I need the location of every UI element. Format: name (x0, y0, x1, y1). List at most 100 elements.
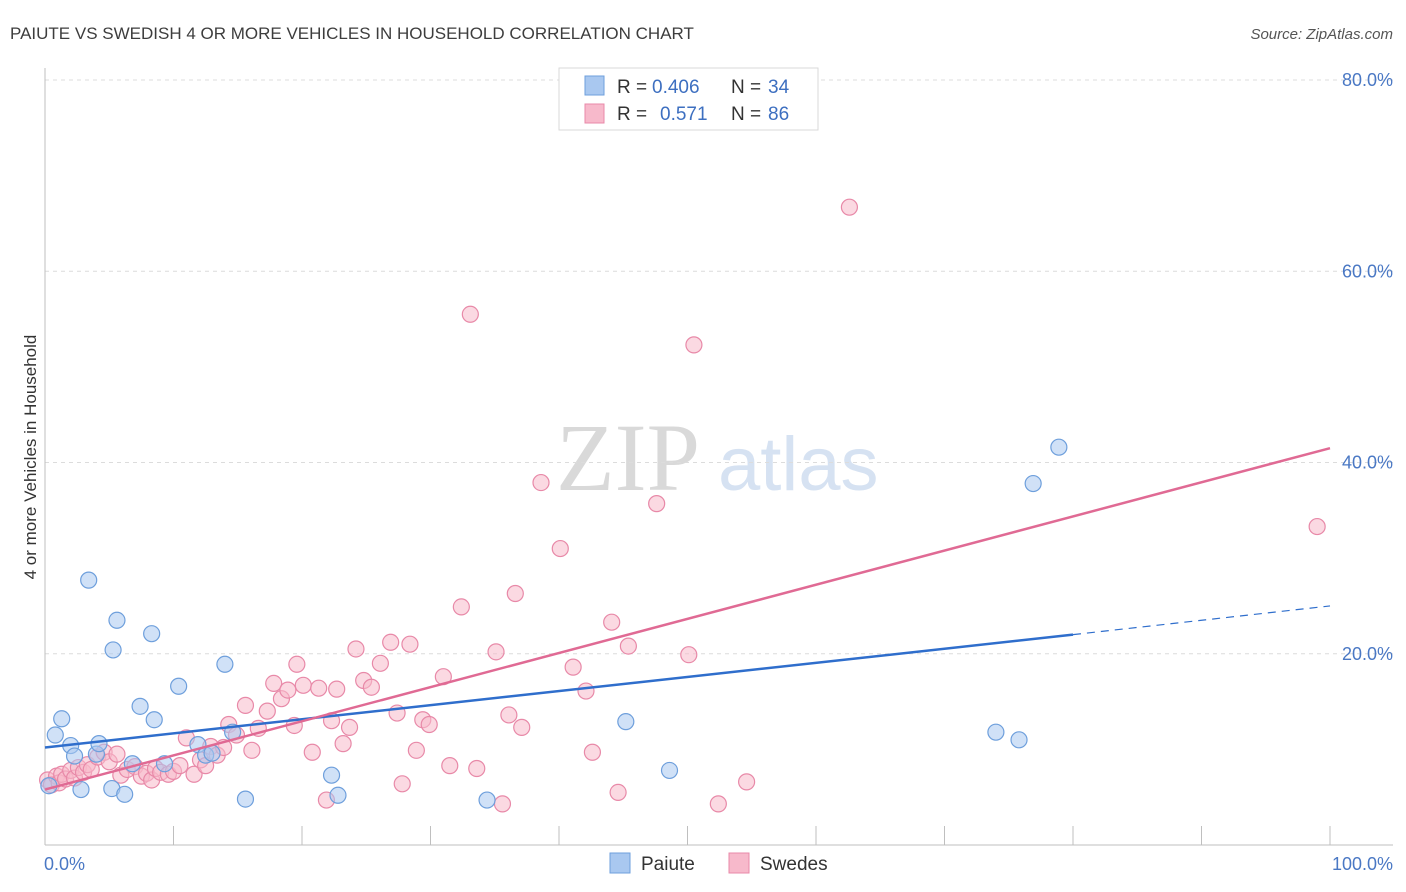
swedes-point-69 (487, 643, 505, 661)
paiute-point-2 (53, 710, 71, 728)
swedes-point-83 (680, 646, 698, 664)
swedes-point-57 (382, 633, 400, 651)
series-legend-swatch-paiute (609, 852, 631, 874)
paiute-point-31 (1010, 731, 1028, 749)
paiute-point-14 (131, 697, 149, 715)
watermark: ZIP atlas (556, 404, 879, 511)
swedes-point-75 (551, 539, 569, 558)
swedes-point-81 (619, 637, 637, 655)
swedes-point-40 (265, 674, 283, 692)
paiute-point-4 (65, 747, 84, 765)
paiute-point-26 (329, 786, 347, 804)
swedes-point-56 (371, 654, 389, 672)
swedes-point-52 (340, 718, 359, 736)
swedes-point-78 (583, 743, 602, 761)
legend-r-value-swedes: 0.571 (660, 104, 708, 125)
swedes-point-77 (577, 682, 595, 700)
swedes-point-67 (461, 305, 479, 323)
swedes-point-39 (258, 702, 276, 720)
paiute-point-1 (46, 726, 64, 744)
paiute-point-10 (104, 641, 122, 659)
swedes-point-15 (108, 745, 126, 763)
swedes-point-59 (393, 775, 411, 793)
swedes-point-65 (441, 757, 459, 775)
paiute-point-32 (1024, 474, 1042, 493)
legend-n-label-paiute: N = (731, 77, 761, 98)
paiute-point-0 (40, 777, 58, 795)
paiute-point-28 (617, 713, 635, 731)
swedes-point-88 (1308, 517, 1326, 536)
y-axis-label: 4 or more Vehicles in Household (21, 335, 40, 580)
y-tick-label-20: 20.0% (1342, 644, 1393, 664)
chart-title: PAIUTE VS SWEDISH 4 OR MORE VEHICLES IN … (10, 24, 694, 43)
paiute-point-6 (80, 571, 98, 589)
swedes-point-42 (279, 681, 297, 699)
paiute-point-27 (478, 791, 496, 809)
chart-source: Source: ZipAtlas.com (1250, 26, 1393, 43)
y-tick-label-40: 40.0% (1342, 453, 1393, 473)
paiute-point-11 (108, 611, 126, 629)
swedes-point-37 (243, 741, 261, 759)
swedes-point-36 (236, 696, 255, 714)
swedes-point-87 (840, 198, 859, 216)
swedes-point-60 (401, 635, 419, 653)
paiute-point-12 (116, 785, 134, 803)
swedes-point-55 (362, 678, 380, 696)
watermark-atlas: atlas (718, 422, 879, 507)
legend-r-value-paiute: 0.406 (652, 77, 700, 98)
paiute-trend-line (44, 633, 1074, 749)
series-legend-swatch-swedes (728, 852, 750, 874)
swedes-point-84 (685, 336, 703, 354)
watermark-zip: ZIP (556, 404, 700, 511)
swedes-point-26 (171, 757, 189, 775)
paiute-point-25 (322, 766, 341, 784)
paiute-point-18 (170, 677, 188, 695)
swedes-point-51 (334, 735, 352, 753)
swedes-point-53 (347, 640, 365, 658)
swedes-point-70 (493, 795, 512, 813)
swedes-point-45 (294, 676, 312, 694)
swedes-point-80 (609, 783, 627, 802)
swedes-point-74 (532, 473, 550, 492)
paiute-points (40, 438, 1068, 809)
swedes-point-86 (738, 773, 756, 791)
y-tick-label-80: 80.0% (1342, 70, 1393, 90)
legend-n-value-swedes: 86 (768, 104, 789, 125)
stats-legend: R = 0.406 N = 34 R = 0.571 N = 86 (558, 67, 819, 131)
swedes-point-46 (303, 743, 321, 761)
x-tick-label-left: 0.0% (44, 854, 85, 874)
legend-r-label-paiute: R = (617, 77, 647, 98)
paiute-point-8 (90, 735, 108, 753)
swedes-point-63 (420, 715, 438, 734)
y-tick-labels: 80.0% 60.0% 40.0% 20.0% (1342, 70, 1393, 664)
paiute-point-33 (1050, 438, 1068, 456)
paiute-point-5 (72, 780, 90, 799)
paiute-point-29 (660, 761, 679, 780)
swedes-point-73 (513, 718, 531, 736)
paiute-point-24 (236, 790, 255, 808)
paiute-point-30 (987, 723, 1005, 741)
swedes-point-66 (452, 598, 470, 616)
swedes-point-47 (310, 679, 328, 697)
swedes-point-28 (185, 765, 203, 783)
trend-lines (44, 446, 1331, 791)
swedes-point-72 (506, 584, 524, 603)
paiute-point-15 (143, 625, 161, 643)
series-legend-label-paiute: Paiute (641, 854, 695, 875)
swedes-point-61 (407, 741, 425, 759)
legend-n-value-paiute: 34 (768, 77, 790, 98)
paiute-point-16 (145, 711, 163, 729)
legend-swatch-paiute (584, 75, 605, 96)
series-legend: Paiute Swedes (609, 852, 828, 875)
swedes-point-71 (500, 706, 518, 724)
x-tick-label-right: 100.0% (1332, 854, 1393, 874)
series-legend-label-swedes: Swedes (760, 854, 828, 875)
swedes-point-68 (468, 759, 486, 778)
legend-swatch-swedes (584, 103, 605, 124)
legend-r-label-swedes: R = (617, 104, 647, 125)
paiute-point-22 (216, 655, 234, 673)
swedes-trend-line (44, 446, 1331, 791)
swedes-point-76 (564, 658, 582, 676)
gridlines (45, 79, 1393, 655)
